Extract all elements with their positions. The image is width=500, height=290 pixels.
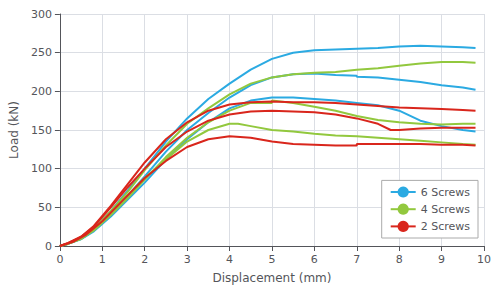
svg-text:5: 5 [268,253,275,266]
svg-text:6 Screws: 6 Screws [421,186,471,199]
svg-text:3: 3 [184,253,191,266]
svg-text:50: 50 [38,201,52,214]
svg-text:100: 100 [31,162,52,175]
svg-text:Load (kN): Load (kN) [7,101,21,159]
svg-text:1: 1 [99,253,106,266]
svg-text:0: 0 [56,253,63,266]
svg-text:300: 300 [31,8,52,21]
svg-text:9: 9 [438,253,445,266]
svg-text:Displacement (mm): Displacement (mm) [212,271,331,285]
svg-text:0: 0 [45,240,52,253]
svg-text:6: 6 [311,253,318,266]
svg-text:2: 2 [141,253,148,266]
svg-text:250: 250 [31,46,52,59]
svg-text:2 Screws: 2 Screws [421,220,471,233]
svg-text:200: 200 [31,85,52,98]
svg-text:10: 10 [477,253,491,266]
svg-text:7: 7 [353,253,360,266]
svg-text:8: 8 [396,253,403,266]
svg-text:4: 4 [226,253,233,266]
svg-text:4 Screws: 4 Screws [421,203,471,216]
svg-text:150: 150 [31,124,52,137]
